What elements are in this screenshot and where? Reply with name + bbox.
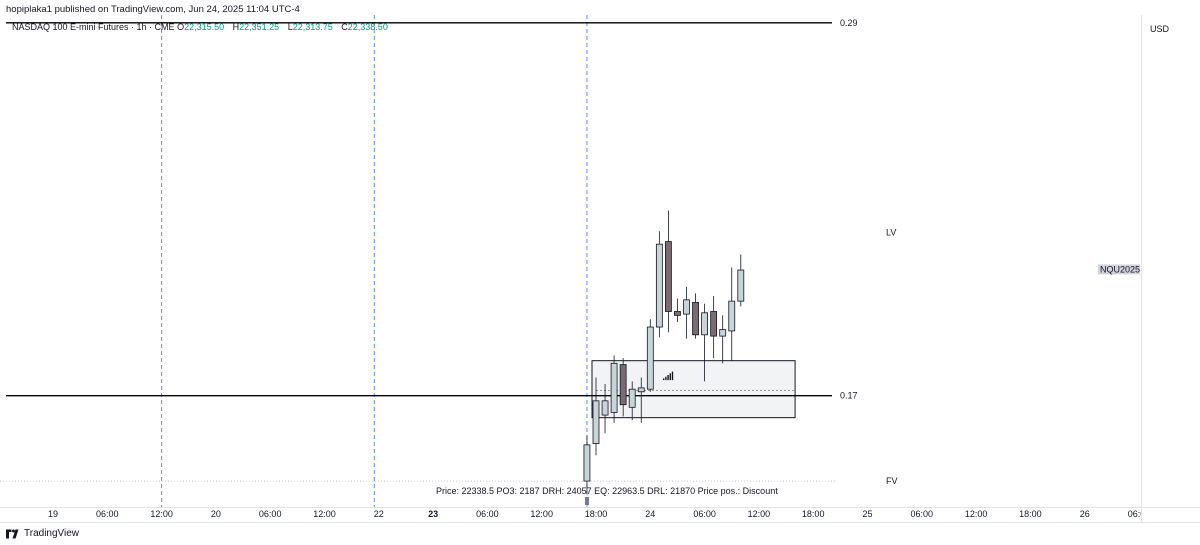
candle-body <box>646 326 654 390</box>
volume-glyph-bar <box>663 378 665 381</box>
candle-body <box>737 269 745 302</box>
time-tick-label: 06:00 <box>693 509 716 519</box>
candle-body <box>665 241 672 312</box>
time-tick-label: 20 <box>211 509 221 519</box>
low-value: 22,313.75 <box>292 22 333 32</box>
time-tick-label: 06:00 <box>96 509 119 519</box>
close-value: 22,338.50 <box>347 22 388 32</box>
open-label: O <box>177 22 185 32</box>
volume-glyph-bar <box>667 375 669 381</box>
open-value: 22,315.50 <box>184 22 225 32</box>
price-chart[interactable]: 0.290.17LVFV22,160.0022,180.0022,200.002… <box>0 15 1141 507</box>
time-tick-label: 24 <box>645 509 655 519</box>
level-label: 0.29 <box>840 18 858 28</box>
price-axis-divider <box>1141 15 1142 522</box>
time-tick-label: 25 <box>862 509 872 519</box>
indicator-info-line: Price: 22338.5 PO3: 2187 DRH: 24057 EQ: … <box>436 486 778 496</box>
time-tick-label: 06:00 <box>259 509 282 519</box>
time-tick-label: 18:00 <box>1019 509 1042 519</box>
high-label: H <box>232 22 240 32</box>
low-label: L <box>287 22 293 32</box>
candle-body <box>619 364 627 406</box>
time-tick-label: 18:00 <box>585 509 608 519</box>
candle-body <box>583 444 591 482</box>
close-label: C <box>341 22 348 32</box>
symbol-tag-bg <box>1098 264 1140 275</box>
time-axis-divider <box>0 507 1200 508</box>
time-tick-label: 06:00 <box>1128 509 1141 519</box>
time-tick-label: 19 <box>48 509 58 519</box>
time-tick-label: 18:00 <box>802 509 825 519</box>
brand-name: TradingView <box>24 528 80 539</box>
time-tick-label: 06:00 <box>911 509 934 519</box>
annotation-label: FV <box>886 476 898 486</box>
candle-body <box>692 302 699 336</box>
symbol-legend: NASDAQ 100 E-mini Futures · 1h · CME O22… <box>12 22 394 32</box>
currency-label[interactable]: USD <box>1150 24 1170 34</box>
bottom-marker <box>584 497 589 505</box>
time-tick-label: 12:00 <box>313 509 336 519</box>
chart-pane[interactable]: 0.290.17LVFV22,160.0022,180.0022,200.002… <box>0 15 1141 507</box>
candle-body <box>683 299 690 315</box>
candle-body <box>701 312 708 336</box>
candle-body <box>592 400 600 444</box>
symbol-name: NASDAQ 100 E-mini Futures · 1h · CME <box>12 22 175 32</box>
high-value: 22,351.25 <box>239 22 280 32</box>
candle-body <box>728 300 736 332</box>
footer-brand[interactable]: TradingView <box>6 528 79 539</box>
volume-glyph-bar <box>671 371 674 381</box>
published-header: hopiplaka1 published on TradingView.com,… <box>6 4 300 15</box>
volume-glyph-bar <box>665 376 667 381</box>
annotation-label: LV <box>886 228 896 238</box>
time-tick-label: 12:00 <box>150 509 173 519</box>
volume-glyph-bar <box>669 373 671 381</box>
time-tick-label: 12:00 <box>530 509 553 519</box>
candle-body <box>610 362 618 413</box>
candle-body <box>601 400 609 416</box>
time-tick-label: 12:00 <box>748 509 771 519</box>
time-tick-label: 26 <box>1080 509 1090 519</box>
time-tick-label: 23 <box>428 509 438 519</box>
time-tick-label: 12:00 <box>965 509 988 519</box>
tradingview-logo-icon <box>6 529 19 538</box>
candle-body <box>674 311 681 316</box>
candle-body <box>628 388 636 408</box>
time-axis[interactable]: 19 06:00 12:00 20 06:00 12:00 22 23 06:00 12:00 18… <box>0 507 1141 522</box>
candle-body <box>637 387 645 393</box>
candle-body <box>655 243 663 328</box>
time-tick-label: 22 <box>374 509 384 519</box>
time-tick-label: 06:00 <box>476 509 499 519</box>
level-label: 0.17 <box>840 391 858 401</box>
footer-divider <box>0 522 1200 523</box>
candle-body <box>710 311 718 337</box>
symbol-tag-text: NQU2025 <box>1100 264 1140 274</box>
candle-body <box>719 329 727 337</box>
